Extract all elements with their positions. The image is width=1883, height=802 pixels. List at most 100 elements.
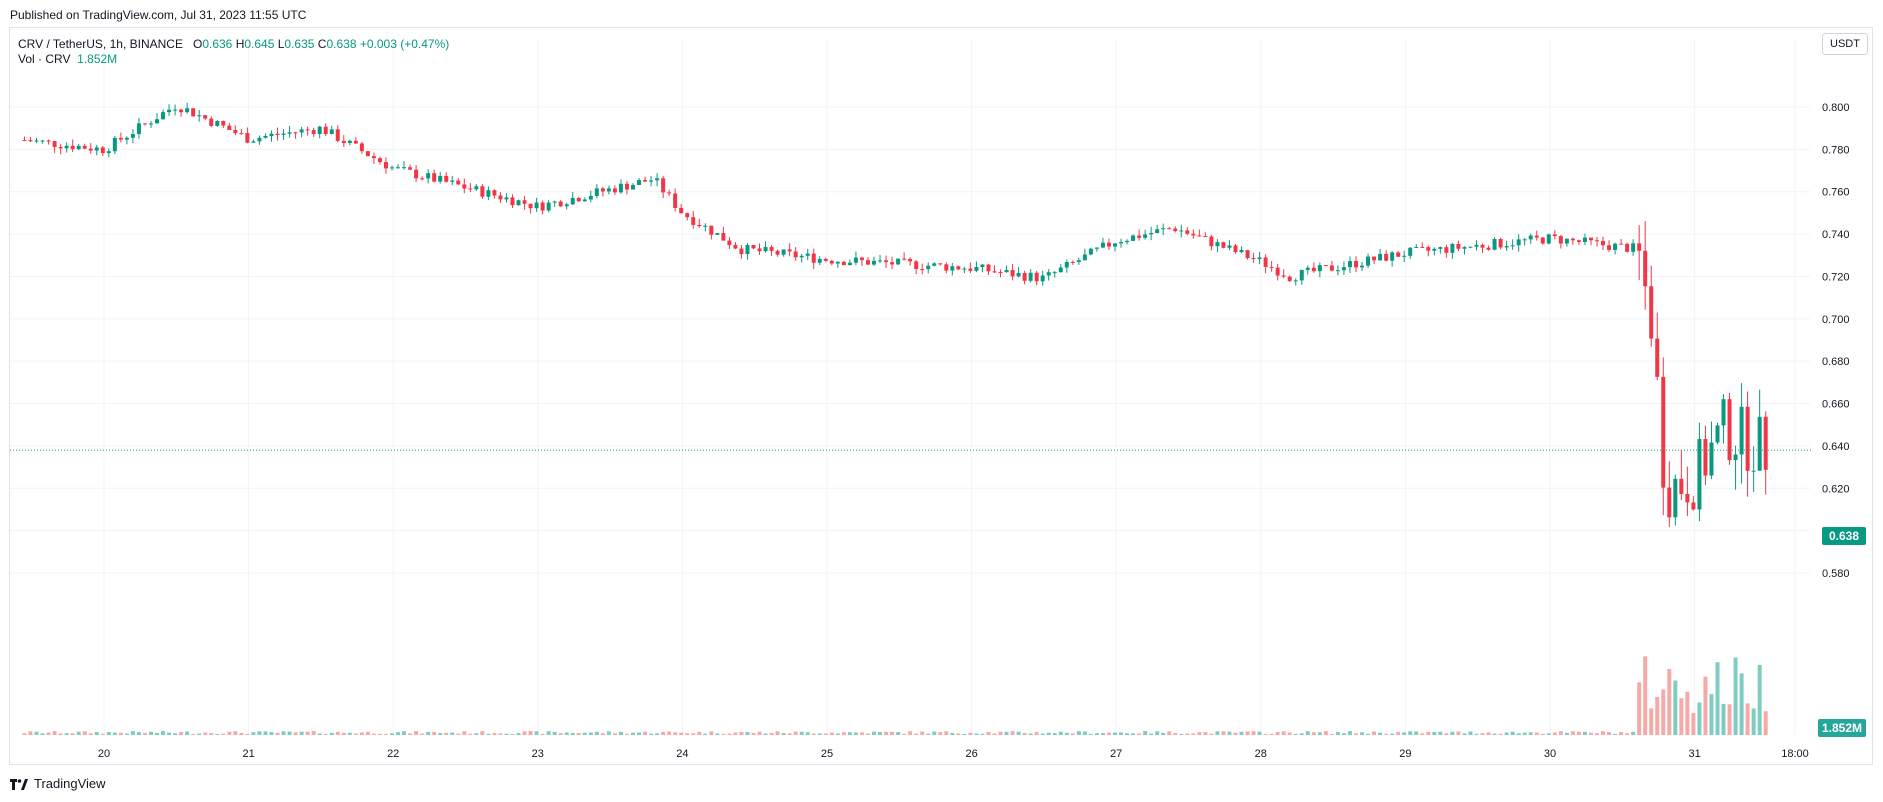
volume-bar xyxy=(871,731,876,735)
volume-bar xyxy=(1034,731,1039,735)
volume-bar xyxy=(1570,731,1575,735)
volume-bar xyxy=(920,731,925,735)
candle-body xyxy=(1715,425,1720,443)
candle-body xyxy=(1727,399,1732,461)
volume-legend[interactable]: Vol · CRV 1.852M xyxy=(18,52,117,66)
candle-body xyxy=(52,141,57,148)
volume-bar xyxy=(980,733,985,735)
candle-body xyxy=(974,267,979,271)
candle-body xyxy=(203,115,208,119)
volume-bar xyxy=(667,731,672,735)
symbol-legend[interactable]: CRV / TetherUS, 1h, BINANCE O0.636 H0.64… xyxy=(18,35,449,53)
volume-bar xyxy=(1233,732,1238,735)
price-tick-label: 0.720 xyxy=(1822,271,1850,283)
candle-body xyxy=(1402,255,1407,257)
volume-bar xyxy=(426,731,431,735)
volume-bar xyxy=(510,733,515,735)
volume-bar xyxy=(432,731,437,735)
time-tick-label: 31 xyxy=(1688,748,1700,760)
volume-bar xyxy=(383,733,388,735)
candle-body xyxy=(637,180,642,185)
candle-body xyxy=(1263,257,1268,267)
volume-bar xyxy=(1125,733,1130,735)
candle-body xyxy=(1679,478,1684,494)
volume-bar xyxy=(1637,682,1642,735)
price-tick-label: 0.640 xyxy=(1822,441,1850,453)
candle-body xyxy=(287,132,292,134)
volume-bar xyxy=(673,732,678,735)
volume-bar xyxy=(1372,731,1377,735)
candle-body xyxy=(299,129,304,133)
volume-bar xyxy=(480,731,485,735)
candle-body xyxy=(1155,229,1160,234)
volume-bar xyxy=(1082,731,1087,735)
volume-bar xyxy=(1269,733,1274,735)
candle-body xyxy=(775,250,780,255)
close-label: C xyxy=(317,37,327,51)
volume-bar xyxy=(209,733,214,735)
candle-body xyxy=(540,202,545,211)
candle-body xyxy=(871,260,876,265)
volume-bar xyxy=(1185,733,1190,735)
time-axis: 20 21 22 23 24 25 26 27 28 29 30 31 18:00 xyxy=(98,748,1809,760)
volume-bar xyxy=(106,732,111,735)
volume-bar xyxy=(28,731,33,735)
candle-body xyxy=(1661,376,1666,488)
chart-frame[interactable] xyxy=(9,27,1873,765)
volume-bar xyxy=(1347,731,1352,735)
volume-bar xyxy=(82,731,87,735)
candle-body xyxy=(1390,252,1395,261)
candle-body xyxy=(456,180,461,185)
volume-bar xyxy=(377,733,382,735)
volume-bar xyxy=(1004,731,1009,735)
candle-body xyxy=(347,140,352,143)
candle-body xyxy=(1311,267,1316,272)
candle-body xyxy=(1299,269,1304,281)
candle-body xyxy=(1064,262,1069,268)
volume-bar xyxy=(1522,732,1527,735)
volume-bar xyxy=(40,733,45,735)
candle-body xyxy=(1552,234,1557,237)
volume-bar xyxy=(1106,732,1111,735)
candle-body xyxy=(106,151,111,154)
candle-body xyxy=(1329,265,1334,271)
candle-body xyxy=(1070,262,1075,264)
volume-bar xyxy=(1360,732,1365,735)
candle-body xyxy=(1245,250,1250,259)
volume-bar xyxy=(637,732,642,735)
candle-body xyxy=(1269,266,1274,268)
price-tick-label: 0.660 xyxy=(1822,399,1850,411)
volume-bar xyxy=(438,732,443,735)
volume-bar xyxy=(1679,698,1684,735)
candle-body xyxy=(914,261,919,270)
candle-body xyxy=(992,271,997,273)
volume-bar xyxy=(1625,733,1630,735)
time-tick-label: 23 xyxy=(532,748,544,760)
candle-body xyxy=(1601,240,1606,246)
candle-body xyxy=(233,129,238,134)
candle-body xyxy=(1094,247,1099,249)
candle-body xyxy=(426,173,431,179)
volume-bar xyxy=(1540,733,1545,735)
candle-body xyxy=(1221,242,1226,248)
footer[interactable]: TradingView xyxy=(10,776,106,791)
volume-bar xyxy=(58,733,63,735)
candle-body xyxy=(112,137,117,152)
candle-body xyxy=(1438,247,1443,249)
volume-bar xyxy=(1143,731,1148,735)
candle-body xyxy=(1366,256,1371,266)
candle-body xyxy=(1167,228,1172,230)
volume-bar xyxy=(173,733,178,735)
candle-body xyxy=(1233,245,1238,253)
volume-bar xyxy=(1402,732,1407,735)
volume-bar xyxy=(245,733,250,735)
candle-body xyxy=(1287,276,1292,281)
volume-bar xyxy=(450,732,455,735)
candle-body xyxy=(1528,235,1533,240)
candle-body xyxy=(1323,265,1328,267)
volume-bar xyxy=(624,733,629,735)
currency-button[interactable]: USDT xyxy=(1822,33,1868,55)
volume-bar xyxy=(763,733,768,735)
candle-body xyxy=(516,200,521,206)
